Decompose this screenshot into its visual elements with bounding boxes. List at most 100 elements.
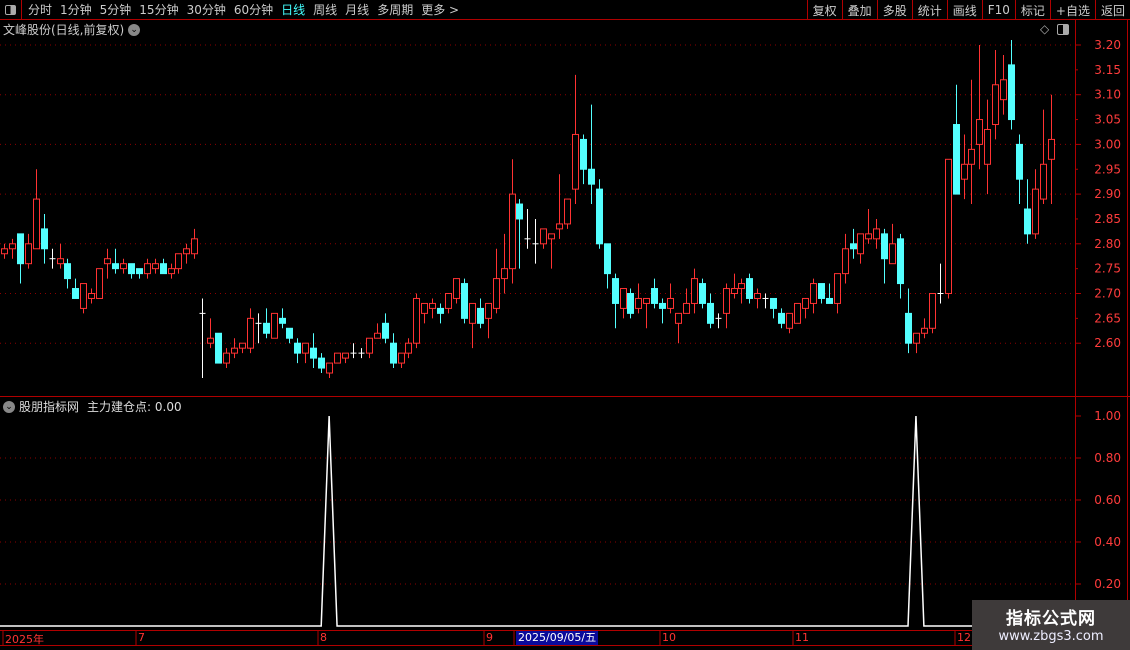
candle-body (731, 288, 738, 294)
period-tab[interactable]: 多周期 (377, 3, 414, 17)
period-tab[interactable]: 15分钟 (139, 3, 179, 17)
toolbar-button[interactable]: 统计 (911, 0, 947, 20)
candle-body (286, 327, 293, 339)
candle-body (667, 297, 674, 309)
stock-title: 文峰股份(日线,前复权) (3, 23, 125, 37)
date-label: 12 (957, 631, 971, 644)
period-tab[interactable]: 周线 (313, 3, 338, 17)
candle-body (509, 193, 516, 270)
price-tick-label: 2.90 (1094, 187, 1121, 201)
candle-body (881, 233, 888, 260)
candle-body (913, 332, 920, 344)
toolbar-button[interactable]: 标记 (1014, 0, 1050, 20)
candle-body (1032, 188, 1039, 235)
candle-body (453, 278, 460, 299)
candle-body (1016, 143, 1023, 180)
candle-body (9, 243, 16, 250)
candle-body (405, 342, 412, 354)
candle-body (215, 332, 222, 364)
candle-body (699, 283, 706, 304)
panel-icon (5, 4, 16, 15)
candle-body (818, 283, 825, 299)
candle-body (1024, 208, 1031, 235)
candle-body (1, 248, 8, 255)
candle-body (271, 312, 278, 339)
candle-body (572, 133, 579, 190)
candle-body (263, 322, 270, 334)
candle-body (976, 119, 983, 145)
period-tab[interactable]: 1分钟 (60, 3, 92, 17)
price-tick-label: 2.60 (1094, 336, 1121, 350)
panel-icon[interactable] (1057, 23, 1070, 35)
candle-body (326, 362, 333, 374)
indicator-name[interactable]: 股朋指标网 (19, 400, 80, 414)
candle-body (223, 352, 230, 364)
date-label: 9 (486, 631, 493, 644)
candle-body (540, 228, 547, 245)
candle-body (556, 223, 563, 230)
indicator-value: 主力建仓点: 0.00 (87, 400, 182, 414)
toolbar-button[interactable]: 叠加 (841, 0, 877, 20)
price-tick-label: 2.65 (1094, 311, 1121, 325)
candle-body (1048, 138, 1055, 160)
price-tick-label: 3.00 (1094, 137, 1121, 151)
candle-body (477, 307, 484, 324)
period-tab[interactable]: 更多 > (421, 3, 460, 17)
candle-body (897, 238, 904, 285)
price-tick-label: 2.70 (1094, 287, 1121, 301)
candle-body (88, 293, 95, 299)
candle-body (493, 278, 500, 309)
candle-body (342, 352, 349, 359)
chevron-down-icon[interactable]: ⌄ (128, 23, 141, 36)
candle-body (1008, 64, 1015, 121)
candle-body (112, 263, 119, 270)
candle-body (72, 288, 79, 299)
toolbar-button[interactable]: 返回 (1094, 0, 1130, 20)
candle-body (834, 273, 841, 304)
candle-body (144, 263, 151, 275)
sidebar-toggle-button[interactable] (0, 0, 22, 20)
candle-body (723, 288, 730, 314)
toolbar-button[interactable]: F10 (981, 0, 1015, 20)
chevron-down-icon[interactable]: ⌄ (3, 400, 15, 413)
candle-body (469, 302, 476, 324)
indicator-line (0, 415, 1070, 627)
candle-body (390, 342, 397, 364)
toolbar-button[interactable]: 画线 (946, 0, 982, 20)
period-tab[interactable]: 分时 (28, 3, 53, 17)
candle-body (279, 317, 286, 324)
candle-body (160, 263, 167, 275)
price-tick-label: 2.75 (1094, 262, 1121, 276)
period-tab[interactable]: 日线 (281, 3, 306, 17)
candle-body (921, 327, 928, 334)
candle-body (302, 342, 309, 354)
period-tab[interactable]: 30分钟 (186, 3, 226, 17)
toolbar-button[interactable]: 复权 (806, 0, 842, 20)
diamond-icon[interactable]: ◇ (1040, 22, 1050, 36)
toolbar-button[interactable]: +自选 (1049, 0, 1095, 20)
candle-body (865, 233, 872, 240)
candle-body (675, 312, 682, 324)
candle-body (128, 263, 135, 275)
date-label: 8 (320, 631, 327, 644)
indicator-tick-label: 0.20 (1094, 577, 1121, 591)
candle-body (770, 297, 777, 309)
period-tab[interactable]: 60分钟 (233, 3, 274, 17)
candle-body (374, 332, 381, 339)
candle-body (398, 352, 405, 364)
toolbar-button[interactable]: 多股 (876, 0, 912, 20)
candle-body (429, 302, 436, 309)
period-tab[interactable]: 月线 (345, 3, 370, 17)
candle-body (152, 263, 159, 270)
candle-body (310, 347, 317, 359)
candle-body (873, 228, 880, 240)
candle-body (802, 297, 809, 309)
watermark-title: 指标公式网 (1006, 609, 1096, 629)
candle-body (746, 278, 753, 299)
candle-body (612, 278, 619, 304)
candle-body (421, 302, 428, 314)
period-tab[interactable]: 5分钟 (99, 3, 132, 17)
price-tick-label: 2.95 (1094, 162, 1121, 176)
candle-body (485, 302, 492, 319)
